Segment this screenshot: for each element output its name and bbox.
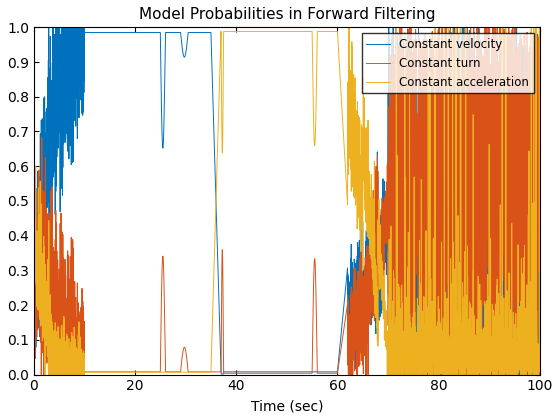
Constant acceleration xyxy=(214,161,221,166)
Constant acceleration xyxy=(41,372,48,377)
Constant acceleration xyxy=(30,236,37,241)
Constant velocity xyxy=(45,25,52,30)
Constant turn xyxy=(433,291,440,296)
Line: Constant velocity: Constant velocity xyxy=(34,27,540,375)
Constant turn xyxy=(30,248,37,253)
Constant turn xyxy=(352,266,359,271)
Constant turn xyxy=(330,371,337,376)
Constant velocity xyxy=(536,155,543,160)
Constant velocity xyxy=(56,118,63,123)
Constant acceleration xyxy=(346,25,352,30)
Constant acceleration xyxy=(352,135,359,140)
Constant velocity xyxy=(330,369,337,374)
Title: Model Probabilities in Forward Filtering: Model Probabilities in Forward Filtering xyxy=(138,7,435,22)
Constant turn xyxy=(56,281,63,286)
Constant velocity xyxy=(345,372,352,377)
Constant acceleration xyxy=(406,369,413,374)
Constant velocity xyxy=(433,155,440,160)
Constant acceleration xyxy=(433,323,440,328)
Constant velocity xyxy=(30,286,37,291)
Constant velocity xyxy=(406,211,413,216)
Constant acceleration xyxy=(56,370,63,375)
Legend: Constant velocity, Constant turn, Constant acceleration: Constant velocity, Constant turn, Consta… xyxy=(362,33,534,93)
X-axis label: Time (sec): Time (sec) xyxy=(250,399,323,413)
Line: Constant acceleration: Constant acceleration xyxy=(34,27,540,375)
Line: Constant turn: Constant turn xyxy=(34,27,540,375)
Constant acceleration xyxy=(536,347,543,352)
Constant velocity xyxy=(214,238,221,243)
Constant turn xyxy=(214,369,221,374)
Constant acceleration xyxy=(330,29,337,34)
Constant turn xyxy=(406,189,413,194)
Constant turn xyxy=(536,266,543,271)
Constant velocity xyxy=(352,304,359,309)
Constant turn xyxy=(38,372,45,377)
Constant turn xyxy=(393,25,399,30)
